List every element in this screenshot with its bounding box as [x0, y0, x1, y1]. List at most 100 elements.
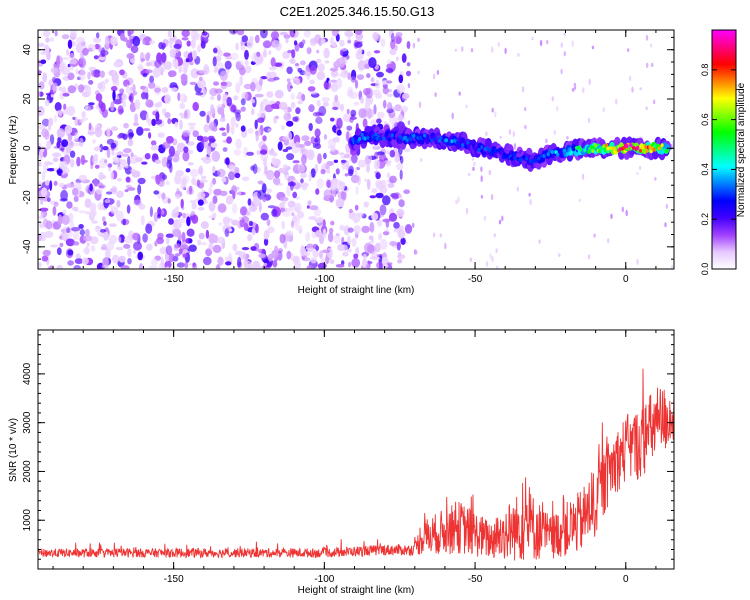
spectrogram-noise-blob: [145, 53, 150, 62]
spectrogram-noise-blob: [64, 125, 73, 135]
spectrogram-noise-blob: [244, 65, 252, 74]
signal-track-cell: [547, 149, 552, 154]
spectrogram-noise-blob: [208, 135, 215, 141]
spectrogram-noise-blob: [588, 78, 591, 86]
spectrogram-noise-blob: [372, 256, 381, 260]
spectrogram-noise-blob: [225, 261, 232, 266]
spectrogram-noise-blob: [170, 87, 178, 92]
spectrogram-noise-blob: [480, 175, 483, 183]
spectrogram-noise-blob: [357, 159, 367, 168]
spectrogram-noise-blob: [217, 256, 224, 266]
spectrogram-noise-blob: [271, 40, 280, 48]
spectrogram-noise-blob: [187, 122, 197, 126]
spectrogram-noise-blob: [244, 49, 249, 60]
spectrogram-noise-blob: [501, 215, 504, 222]
signal-track-cell: [664, 144, 671, 152]
spectrogram-noise-blob: [213, 69, 218, 73]
spectrogram-noise-blob: [291, 212, 295, 217]
spectrogram-noise-blob: [43, 44, 50, 55]
spectrogram-noise-blob: [105, 191, 113, 195]
spectrogram-noise-blob: [167, 30, 173, 38]
signal-track-cell: [556, 152, 560, 157]
spectrogram-noise-blob: [226, 123, 230, 134]
spectrogram-noise-blob: [241, 176, 250, 182]
signal-track-cell: [531, 159, 535, 164]
spectrogram-noise-blob: [394, 156, 401, 163]
spectrogram-noise-blob: [375, 192, 384, 199]
spectrogram-noise-blob: [89, 183, 93, 192]
spectrogram-noise-blob: [259, 77, 263, 87]
spectrogram-noise-blob: [335, 168, 340, 175]
spectrogram-noise-blob: [654, 177, 657, 181]
spectrogram-noise-blob: [66, 227, 71, 234]
spectrogram-noise-blob: [551, 96, 554, 102]
spectrogram-noise-blob: [183, 146, 189, 153]
spectrogram-noise-blob: [61, 139, 69, 148]
spectrogram-noise-blob: [230, 124, 235, 135]
spectrogram-noise-blob: [330, 79, 338, 83]
spectrogram-noise-blob: [145, 99, 154, 108]
spectrogram-noise-blob: [539, 39, 543, 47]
spectrogram-noise-blob: [78, 174, 88, 182]
spectrogram-noise-blob: [67, 39, 73, 49]
spectrogram-noise-blob: [121, 93, 128, 101]
spectrogram-noise-blob: [508, 129, 512, 135]
spectrogram-noise-blob: [179, 112, 184, 116]
spectrogram-noise-blob: [322, 219, 326, 229]
spectrogram-noise-blob: [50, 244, 58, 248]
spectrogram-noise-blob: [263, 229, 270, 240]
spectrogram-noise-blob: [182, 151, 190, 162]
spectrogram-noise-blob: [108, 223, 117, 228]
spectrogram-noise-blob: [281, 124, 285, 130]
spectrogram-noise-blob: [469, 257, 472, 263]
spectrogram-noise-blob: [315, 188, 320, 195]
spectrogram-noise-blob: [111, 126, 118, 131]
spectrogram-noise-blob: [156, 52, 163, 63]
spectrogram-noise-blob: [389, 175, 397, 184]
spectrogram-noise-blob: [145, 223, 153, 234]
spectrogram-noise-blob: [401, 53, 407, 63]
spectrogram-noise-blob: [186, 216, 191, 227]
spectrogram-noise-blob: [41, 118, 50, 127]
spectrogram-noise-blob: [192, 130, 199, 138]
spectrogram-noise-blob: [123, 122, 129, 129]
spectrogram-noise-blob: [230, 52, 239, 61]
signal-track-cell: [390, 133, 394, 138]
spectrogram-noise-blob: [61, 34, 70, 40]
spectrogram-noise-blob: [368, 57, 377, 69]
spectrogram-noise-blob: [133, 241, 142, 251]
spectrogram-noise-blob: [54, 30, 58, 37]
spectrogram-noise-blob: [377, 111, 385, 119]
snr-frame: [37, 329, 675, 570]
spectrogram-noise-blob: [279, 101, 288, 111]
spectrogram-noise-blob: [174, 173, 182, 185]
spectrogram-noise-blob: [66, 49, 70, 56]
spectrogram-noise-blob: [142, 40, 146, 45]
spectrogram-noise-blob: [98, 100, 103, 109]
spectrogram-noise-blob: [407, 120, 411, 125]
spectrogram-noise-blob: [263, 262, 268, 267]
spectrogram-noise-blob: [386, 172, 391, 179]
spectrogram-noise-blob: [180, 198, 184, 209]
signal-track-cell: [439, 136, 443, 141]
spectrogram-noise-blob: [305, 231, 311, 242]
spectrogram-noise-blob: [636, 258, 639, 265]
spectrogram-noise-blob: [394, 104, 402, 112]
spectrogram-noise-blob: [124, 236, 134, 244]
spectrogram-noise-blob: [357, 212, 364, 218]
spectrogram-noise-blob: [137, 184, 142, 195]
spectrogram-noise-blob: [465, 104, 468, 109]
spectrogram-noise-blob: [348, 165, 354, 175]
spectrogram-noise-blob: [54, 102, 62, 112]
spectrogram-noise-blob: [66, 105, 76, 116]
spectrogram-noise-blob: [346, 125, 353, 131]
spectrogram-noise-blob: [164, 112, 171, 119]
spectrogram-noise-blob: [197, 79, 207, 89]
spectrogram-noise-blob: [387, 183, 395, 188]
spectrogram-noise-blob: [180, 180, 187, 190]
spectrogram-noise-blob: [149, 75, 155, 84]
spectrogram-noise-blob: [193, 33, 201, 38]
figure-title: C2E1.2025.346.15.50.G13: [280, 4, 435, 19]
spectrogram-noise-blob: [287, 181, 296, 187]
spectrogram-noise-blob: [270, 103, 280, 109]
